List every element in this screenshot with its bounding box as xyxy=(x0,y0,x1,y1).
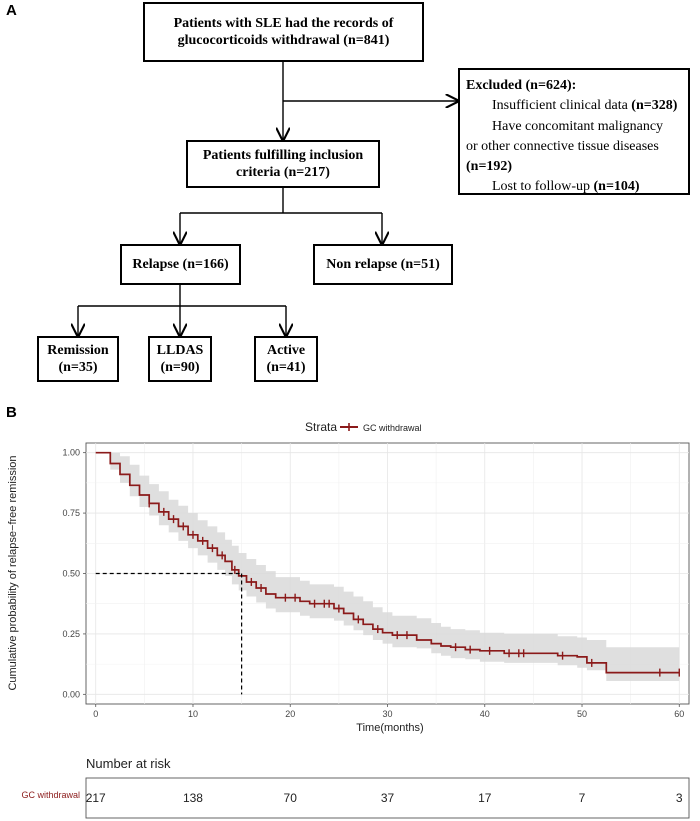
risk-count: 217 xyxy=(86,791,106,805)
risk-table-strata-label: GC withdrawal xyxy=(21,790,80,800)
box-active-line2: (n=41) xyxy=(266,360,306,375)
box-active: Active (n=41) xyxy=(254,336,318,382)
flowchart-connectors xyxy=(0,62,700,395)
excluded-line-concomitant: Have concomitant malignancy xyxy=(492,118,664,134)
x-tick-label: 0 xyxy=(93,709,98,719)
y-axis-label: Cumulative probability of relapse−free r… xyxy=(7,455,19,690)
censor-marks xyxy=(148,499,680,677)
excluded-line-connective: or other connective tissue diseases xyxy=(466,138,659,154)
x-tick-label: 50 xyxy=(577,709,587,719)
x-tick-label: 20 xyxy=(285,709,295,719)
legend-title: Strata xyxy=(305,420,337,434)
box-remission-line1: Remission xyxy=(47,342,109,358)
box-patients-sle-line2: glucocorticoids withdrawal (n=841) xyxy=(177,33,390,48)
risk-table-border xyxy=(85,777,690,819)
risk-count: 37 xyxy=(381,791,395,805)
box-remission: Remission (n=35) xyxy=(37,336,119,382)
median-survival-lines xyxy=(95,572,243,695)
confidence-band xyxy=(95,452,680,683)
y-tick-label: 0.00 xyxy=(62,689,80,699)
box-non-relapse: Non relapse (n=51) xyxy=(313,244,453,285)
box-lldas-line1: LLDAS xyxy=(156,342,204,358)
x-tick-label: 10 xyxy=(188,709,198,719)
risk-table-counts: 217 138 70 37 17 7 3 xyxy=(86,791,683,805)
kaplan-meier-chart: Strata GC withdrawal 0.00 0.25 0.50 0.75 1.0… xyxy=(7,420,690,819)
y-tick-label: 0.50 xyxy=(62,569,80,579)
box-remission-line2: (n=35) xyxy=(58,360,98,375)
box-relapse: Relapse (n=166) xyxy=(120,244,241,285)
box-lldas: LLDAS (n=90) xyxy=(148,336,212,382)
excluded-title: Excluded (n=624): xyxy=(466,78,577,93)
survival-curve xyxy=(95,451,680,674)
risk-count: 17 xyxy=(478,791,492,805)
risk-count: 3 xyxy=(676,791,683,805)
x-axis-label: Time(months) xyxy=(356,722,423,734)
risk-count: 70 xyxy=(284,791,298,805)
box-active-line1: Active xyxy=(266,342,306,358)
y-tick-label: 0.25 xyxy=(62,629,80,639)
risk-table-title: Number at risk xyxy=(86,756,171,771)
box-inclusion-line2: criteria (n=217) xyxy=(236,165,330,180)
risk-count: 138 xyxy=(183,791,203,805)
risk-count: 7 xyxy=(579,791,586,805)
excluded-line-insufficient: Insufficient clinical data (n=328) xyxy=(492,98,678,114)
x-tick-label: 30 xyxy=(382,709,392,719)
y-tick-label: 1.00 xyxy=(62,448,80,458)
excluded-line-count-192: (n=192) xyxy=(466,159,513,175)
box-inclusion-line1: Patients fulfilling inclusion xyxy=(202,147,364,163)
box-lldas-line2: (n=90) xyxy=(160,360,200,375)
box-excluded: Excluded (n=624): Insufficient clinical … xyxy=(458,68,690,195)
y-tick-label: 0.75 xyxy=(62,508,80,518)
excluded-line-lost: Lost to follow-up (n=104) xyxy=(492,179,640,195)
box-patients-sle: Patients with SLE had the records of glu… xyxy=(143,2,424,62)
y-axis-ticks: 0.00 0.25 0.50 0.75 1.00 xyxy=(62,448,86,699)
panel-b-label: B xyxy=(6,404,17,421)
x-tick-label: 60 xyxy=(674,709,684,719)
legend-entry: GC withdrawal xyxy=(363,423,422,433)
x-axis-ticks: 0 10 20 30 40 50 60 xyxy=(93,704,684,719)
box-inclusion: Patients fulfilling inclusion criteria (… xyxy=(186,140,380,188)
box-patients-sle-line1: Patients with SLE had the records of xyxy=(173,15,394,31)
x-tick-label: 40 xyxy=(480,709,490,719)
panel-a-label: A xyxy=(6,2,17,19)
